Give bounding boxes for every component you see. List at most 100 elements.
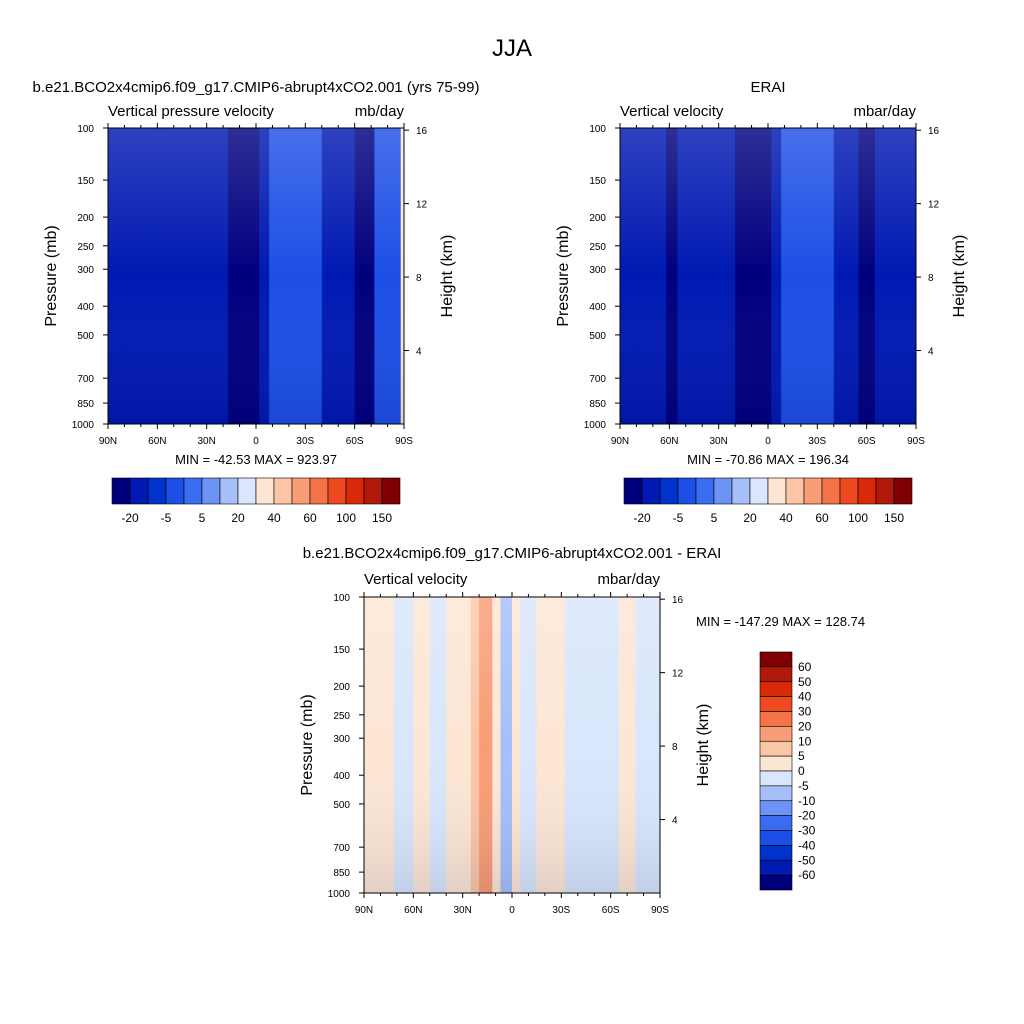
colorbar-box xyxy=(713,477,733,505)
colorbar-label: 40 xyxy=(267,511,281,525)
panel-diff-units-label: mbar/day xyxy=(597,571,660,588)
pressure-tick-label: 100 xyxy=(77,124,94,135)
colorbar-box xyxy=(695,477,715,505)
pressure-tick-label: 1000 xyxy=(584,420,607,431)
panel-obs-ylabel: Pressure (mb) xyxy=(555,225,572,326)
colorbar-box xyxy=(111,477,131,505)
lat-tick-label: 60S xyxy=(346,436,364,447)
lat-tick-label: 30S xyxy=(296,436,314,447)
colorbar-box xyxy=(759,696,793,712)
lat-tick-label: 60S xyxy=(602,905,620,916)
colorbar-box xyxy=(759,770,793,787)
colorbar-box xyxy=(893,477,913,505)
lat-tick-label: 60N xyxy=(404,905,422,916)
colorbar-box xyxy=(759,785,793,802)
height-tick-label: 16 xyxy=(416,126,428,137)
colorbar-box xyxy=(759,859,793,876)
colorbar-label: 40 xyxy=(779,511,793,525)
panel-diff-ylabel: Pressure (mb) xyxy=(299,694,316,795)
colorbar-box xyxy=(201,477,221,505)
colorbar-label: 40 xyxy=(798,690,812,704)
pressure-tick-label: 850 xyxy=(589,399,606,410)
height-tick-label: 4 xyxy=(672,816,678,827)
height-tick-label: 4 xyxy=(416,347,422,358)
colorbar-label: 30 xyxy=(798,705,812,719)
colorbar-label: 50 xyxy=(798,675,812,689)
pressure-tick-label: 150 xyxy=(589,176,606,187)
pressure-tick-label: 700 xyxy=(333,843,350,854)
panel-model-ylabel-right: Height (km) xyxy=(439,235,456,318)
colorbar-box xyxy=(767,477,787,505)
colorbar-label: 150 xyxy=(884,511,904,525)
colorbar-label: 60 xyxy=(815,511,829,525)
pressure-tick-label: 100 xyxy=(333,593,350,604)
height-tick-label: 16 xyxy=(928,126,940,137)
colorbar-label: -20 xyxy=(633,511,651,525)
colorbar-box xyxy=(857,477,877,505)
colorbar-box xyxy=(875,477,895,505)
colorbar-label: 20 xyxy=(743,511,757,525)
colorbar-label: 60 xyxy=(798,660,812,674)
colorbar-box xyxy=(759,845,793,861)
panel-diff-stats: MIN = -147.29 MAX = 128.74 xyxy=(696,614,865,629)
lat-tick-label: 60N xyxy=(660,436,678,447)
colorbar-box xyxy=(759,800,793,816)
colorbar-box xyxy=(759,874,793,891)
pressure-tick-label: 700 xyxy=(77,374,94,385)
colorbar-box xyxy=(759,815,793,831)
colorbar-box xyxy=(803,477,823,505)
lat-tick-label: 30S xyxy=(808,436,826,447)
colorbar-label: 10 xyxy=(798,734,812,748)
pressure-tick-label: 400 xyxy=(589,302,606,313)
panel-model-ylabel: Pressure (mb) xyxy=(43,225,60,326)
height-tick-label: 8 xyxy=(672,742,678,753)
pressure-tick-label: 1000 xyxy=(328,889,351,900)
colorbar-box xyxy=(345,477,365,505)
colorbar-label: 20 xyxy=(231,511,245,525)
colorbar-label: 5 xyxy=(798,749,805,763)
pressure-tick-label: 300 xyxy=(589,265,606,276)
height-tick-label: 12 xyxy=(928,200,940,211)
colorbar-label: -30 xyxy=(798,824,816,838)
colorbar-box xyxy=(327,477,347,505)
colorbar-box xyxy=(759,651,793,668)
lat-tick-label: 0 xyxy=(509,905,515,916)
colorbar-box xyxy=(623,477,643,505)
panel-diff-variable-label: Vertical velocity xyxy=(364,571,468,588)
colorbar-box xyxy=(381,477,401,505)
pressure-tick-label: 200 xyxy=(77,213,94,224)
lat-tick-label: 90N xyxy=(99,436,117,447)
colorbar-box xyxy=(659,477,679,505)
colorbar-box xyxy=(677,477,697,505)
panel-model-case-title: b.e21.BCO2x4cmip6.f09_g17.CMIP6-abrupt4x… xyxy=(33,79,480,96)
colorbar-box xyxy=(821,477,841,505)
panel-obs-plot-area: 100 150 200 250 300 400 500 700 850 1000 16 12 8 4 90N… xyxy=(584,123,940,447)
colorbar-box xyxy=(641,477,661,505)
lat-tick-label: 30N xyxy=(197,436,215,447)
lat-tick-label: 30N xyxy=(453,905,471,916)
colorbar-label: -5 xyxy=(798,779,809,793)
pressure-tick-label: 150 xyxy=(333,645,350,656)
panel-model-units-label: mb/day xyxy=(355,103,405,120)
pressure-tick-label: 250 xyxy=(77,242,94,253)
colorbar-label: -20 xyxy=(798,809,816,823)
pressure-tick-label: 300 xyxy=(333,734,350,745)
pressure-tick-label: 300 xyxy=(77,265,94,276)
lat-tick-label: 0 xyxy=(253,436,259,447)
panel-obs-units-label: mbar/day xyxy=(853,103,916,120)
colorbar-box xyxy=(291,477,311,505)
pressure-tick-label: 500 xyxy=(589,331,606,342)
pressure-tick-label: 250 xyxy=(589,242,606,253)
figure-title: JJA xyxy=(492,35,532,62)
height-tick-label: 8 xyxy=(928,273,934,284)
panel-diff-ylabel-right: Height (km) xyxy=(695,704,712,787)
colorbar-label: 5 xyxy=(711,511,718,525)
pressure-tick-label: 1000 xyxy=(72,420,95,431)
colorbar-label: -50 xyxy=(798,853,816,867)
panel-diff: b.e21.BCO2x4cmip6.f09_g17.CMIP6-abrupt4x… xyxy=(299,545,865,916)
colorbar-box xyxy=(147,477,167,505)
pressure-tick-label: 850 xyxy=(333,868,350,879)
lat-tick-label: 30N xyxy=(709,436,727,447)
lat-tick-label: 60N xyxy=(148,436,166,447)
